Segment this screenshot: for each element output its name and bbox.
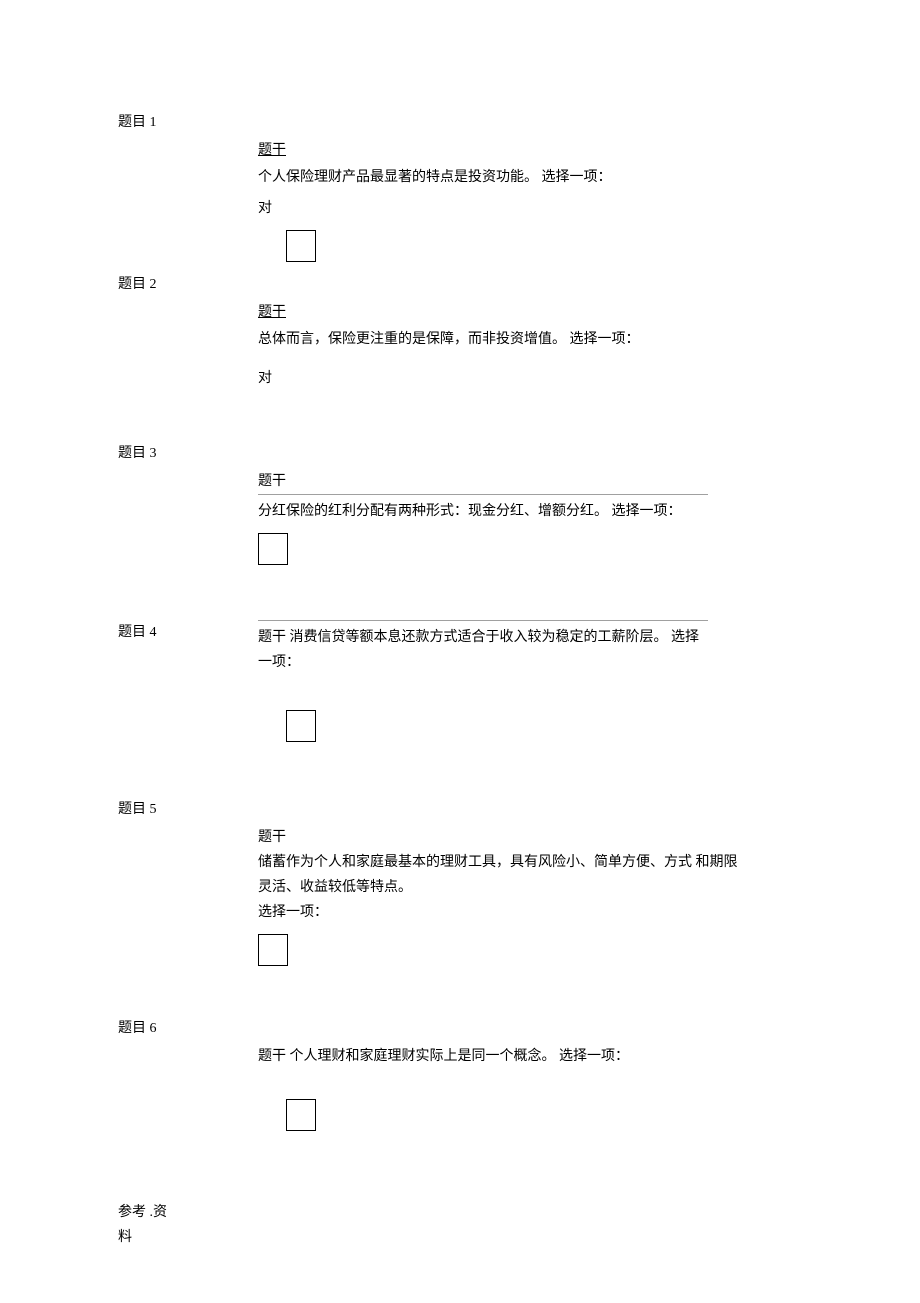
question-body-5: 题干 储蓄作为个人和家庭最基本的理财工具，具有风险小、简单方便、方式 和期限灵活… (258, 797, 738, 966)
stem-text-3: 分红保险的红利分配有两种形式：现金分红、增额分红。 选择一项： (258, 494, 708, 524)
stem-label-6: 题干 (258, 1049, 286, 1064)
question-body-1: 题干 个人保险理财产品最显著的特点是投资功能。 选择一项： 对 (258, 110, 708, 262)
question-number-5: 题目 5 (118, 797, 157, 822)
stem-label-3: 题干 (258, 469, 708, 494)
question-number-4: 题目 4 (118, 620, 157, 645)
stem-row-6: 题干 个人理财和家庭理财实际上是同一个概念。 选择一项： (258, 1044, 708, 1069)
question-number-3: 题目 3 (118, 441, 157, 466)
question-3: 题目 3 题干 分红保险的红利分配有两种形式：现金分红、增额分红。 选择一项： (0, 441, 920, 564)
checkbox-6[interactable] (286, 1099, 316, 1131)
stem-label-2: 题干 (258, 305, 286, 320)
question-body-6: 题干 个人理财和家庭理财实际上是同一个概念。 选择一项： (258, 1016, 708, 1131)
select-text-5: 选择一项： (258, 900, 738, 925)
question-body-4: 题干 消费信贷等额本息还款方式适合于收入较为稳定的工薪阶层。 选择一项： (258, 620, 708, 742)
question-number-2: 题目 2 (118, 272, 157, 297)
stem-label-1: 题干 (258, 143, 286, 158)
question-number-6: 题目 6 (118, 1016, 157, 1041)
answer-2: 对 (258, 366, 708, 391)
stem-text-6: 个人理财和家庭理财实际上是同一个概念。 选择一项： (290, 1049, 630, 1064)
question-body-2: 题干 总体而言，保险更注重的是保障，而非投资增值。 选择一项： 对 (258, 272, 708, 392)
stem-label-4: 题干 (258, 630, 286, 645)
stem-text-5: 储蓄作为个人和家庭最基本的理财工具，具有风险小、简单方便、方式 和期限灵活、收益… (258, 850, 738, 900)
question-number-1: 题目 1 (118, 110, 157, 135)
answer-1: 对 (258, 196, 708, 221)
question-body-3: 题干 分红保险的红利分配有两种形式：现金分红、增额分红。 选择一项： (258, 441, 708, 564)
checkbox-1[interactable] (286, 230, 316, 262)
checkbox-3[interactable] (258, 533, 288, 565)
question-1: 题目 1 题干 个人保险理财产品最显著的特点是投资功能。 选择一项： 对 (0, 110, 920, 262)
stem-row-4: 题干 消费信贷等额本息还款方式适合于收入较为稳定的工薪阶层。 选择一项： (258, 620, 708, 675)
stem-text-2: 总体而言，保险更注重的是保障，而非投资增值。 选择一项： (258, 327, 708, 352)
question-4: 题目 4 题干 消费信贷等额本息还款方式适合于收入较为稳定的工薪阶层。 选择一项… (0, 620, 920, 742)
stem-text-1: 个人保险理财产品最显著的特点是投资功能。 选择一项： (258, 165, 708, 190)
stem-label-5: 题干 (258, 825, 738, 850)
checkbox-4[interactable] (286, 710, 316, 742)
question-6: 题目 6 题干 个人理财和家庭理财实际上是同一个概念。 选择一项： (0, 1016, 920, 1131)
footer-text: 参考 .资料 (118, 1200, 178, 1250)
checkbox-5[interactable] (258, 934, 288, 966)
question-2: 题目 2 题干 总体而言，保险更注重的是保障，而非投资增值。 选择一项： 对 (0, 272, 920, 392)
question-5: 题目 5 题干 储蓄作为个人和家庭最基本的理财工具，具有风险小、简单方便、方式 … (0, 797, 920, 966)
stem-text-4: 消费信贷等额本息还款方式适合于收入较为稳定的工薪阶层。 选择一项： (258, 630, 699, 670)
